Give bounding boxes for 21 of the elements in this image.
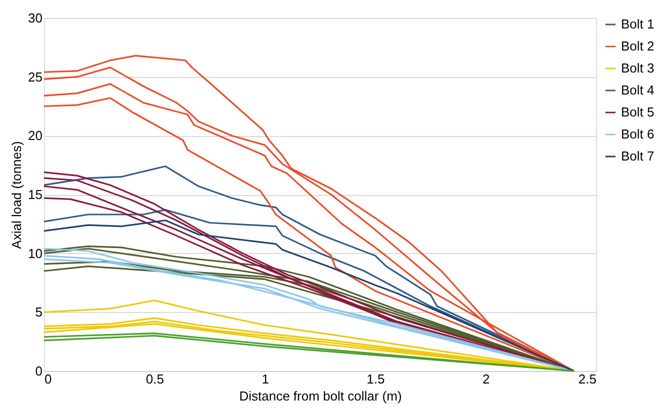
x-tick-label: 0 (44, 372, 52, 386)
legend-label: Bolt 5 (621, 104, 654, 120)
legend-label: Bolt 6 (621, 126, 654, 142)
y-tick-label: 5 (35, 304, 42, 320)
y-tick-label: 20 (28, 128, 42, 144)
x-axis-title: Distance from bolt collar (m) (239, 388, 402, 404)
x-tick-label: 2.5 (578, 372, 596, 386)
legend-label: Bolt 7 (621, 148, 654, 164)
y-axis-title: Axial load (tonnes) (9, 141, 24, 249)
x-tick-label: 0.5 (146, 372, 164, 386)
y-tick-label: 10 (28, 246, 42, 261)
y-tick-label: 25 (28, 69, 42, 84)
x-tick-label: 1 (262, 372, 269, 386)
legend-label: Bolt 1 (621, 16, 654, 32)
legend-label: Bolt 3 (621, 60, 654, 76)
legend-label: Bolt 4 (621, 82, 654, 98)
x-tick-label: 1.5 (366, 372, 385, 386)
legend-label: Bolt 2 (621, 38, 654, 54)
y-tick-label: 15 (28, 187, 42, 202)
x-tick-label: 2 (482, 372, 490, 386)
y-tick-label: 30 (28, 10, 42, 26)
